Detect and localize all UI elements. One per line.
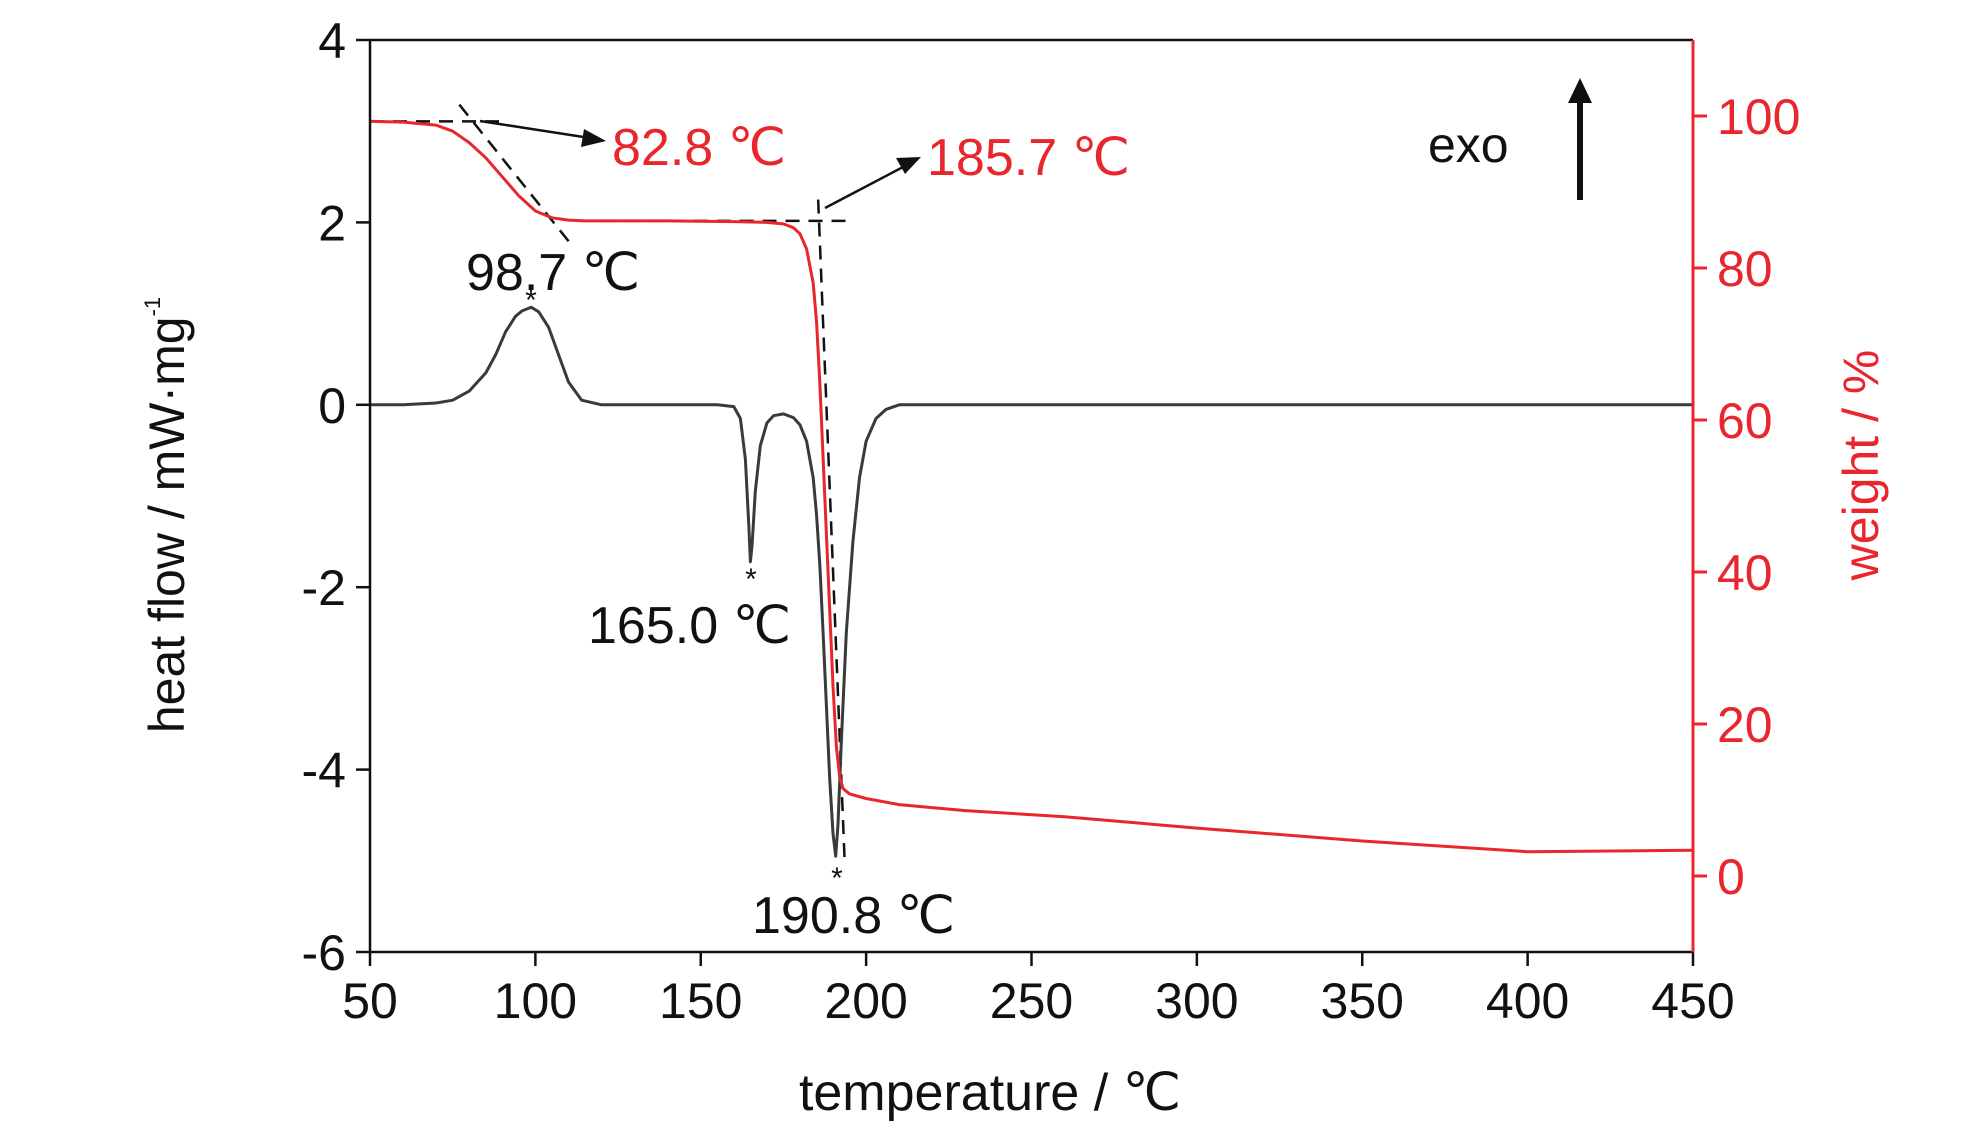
y-axis-right-label: weight / %	[1833, 350, 1889, 582]
y-left-tick-label: -6	[302, 925, 346, 981]
peak3-marker: *	[831, 862, 843, 895]
x-tick-label: 50	[342, 973, 398, 1029]
y-right-tick-label: 40	[1717, 545, 1773, 601]
annot-tg-onset2: 185.7 ℃	[927, 129, 1130, 187]
y-right-tick-label: 100	[1717, 89, 1800, 145]
arrow-onset1	[479, 119, 591, 140]
x-tick-label: 100	[494, 973, 577, 1029]
x-tick-label: 400	[1486, 973, 1569, 1029]
y-left-tick-label: 4	[318, 13, 346, 69]
x-tick-label: 350	[1321, 973, 1404, 1029]
tangent-slope-1	[458, 103, 573, 246]
annot-peak3: 190.8 ℃	[752, 887, 955, 945]
exo-label: exo	[1428, 117, 1509, 173]
y-axis-left-label: heat flow / mW·mg-1	[139, 297, 195, 733]
tangent-slope-2	[816, 199, 846, 861]
x-tick-label: 450	[1651, 973, 1734, 1029]
x-tick-label: 150	[659, 973, 742, 1029]
arrow-onset1-head	[581, 129, 606, 147]
y-right-tick-label: 0	[1717, 849, 1745, 905]
y-left-tick-label: 2	[318, 195, 346, 251]
peak1-marker: *	[525, 284, 537, 317]
annotations: 82.8 ℃ 185.7 ℃ 98.7 ℃ 165.0 ℃ 190.8 ℃ * …	[466, 78, 1592, 945]
peak2-marker: *	[745, 563, 757, 596]
y-left-tick-label: -2	[302, 560, 346, 616]
x-axis-label: temperature / ℃	[799, 1064, 1181, 1122]
y-axis-left-label-main: heat flow / mW·mg	[139, 316, 195, 733]
y-left-tick-label: 0	[318, 378, 346, 434]
tangent-lines	[370, 103, 850, 861]
y-axis-left-label-sup: -1	[140, 297, 165, 317]
x-tick-label: 250	[990, 973, 1073, 1029]
annot-peak1: 98.7 ℃	[466, 244, 640, 302]
y-right-tick-label: 60	[1717, 393, 1773, 449]
annot-tg-onset1: 82.8 ℃	[612, 119, 786, 177]
x-tick-label: 200	[824, 973, 907, 1029]
annot-peak2: 165.0 ℃	[588, 597, 791, 655]
series-line-heat-flow	[370, 305, 1693, 858]
arrow-onset2	[824, 164, 906, 210]
y-right-tick-label: 20	[1717, 697, 1773, 753]
exo-arrow-head	[1568, 78, 1592, 103]
y-left-tick-label: -4	[302, 743, 346, 799]
x-tick-label: 300	[1155, 973, 1238, 1029]
y-right-tick-label: 80	[1717, 241, 1773, 297]
arrow-onset2-head	[896, 157, 921, 174]
series-line-weight	[369, 119, 1694, 854]
